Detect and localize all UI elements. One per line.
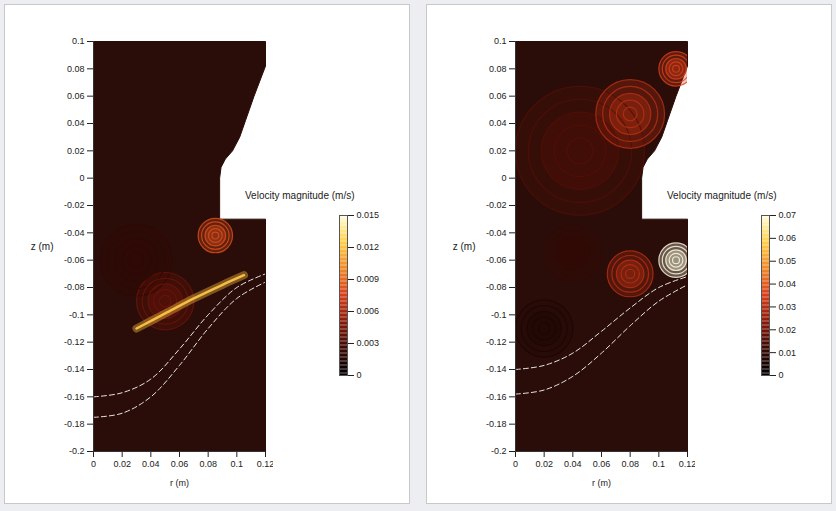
svg-text:0.05: 0.05: [779, 256, 797, 266]
svg-text:-0.16: -0.16: [64, 392, 85, 402]
svg-text:-0.16: -0.16: [486, 392, 507, 402]
svg-text:0.1: 0.1: [72, 36, 85, 46]
svg-text:-0.1: -0.1: [491, 310, 507, 320]
svg-text:-0.02: -0.02: [64, 200, 85, 210]
svg-text:-0.04: -0.04: [64, 228, 85, 238]
html-text:Velocity magnitude (m/s): Velocity magnitude (m/s): [245, 190, 355, 201]
svg-text:-0.08: -0.08: [486, 282, 507, 292]
svg-text:-0.18: -0.18: [486, 419, 507, 429]
svg-text:r (m): r (m): [170, 478, 189, 488]
svg-text:0.02: 0.02: [779, 325, 797, 335]
svg-text:0.07: 0.07: [779, 210, 797, 220]
svg-text:-0.06: -0.06: [486, 255, 507, 265]
svg-text:-0.12: -0.12: [64, 337, 85, 347]
svg-text:0.009: 0.009: [357, 274, 380, 284]
svg-text:0: 0: [779, 370, 784, 380]
svg-text:0.12: 0.12: [679, 459, 695, 469]
svg-text:-0.1: -0.1: [69, 310, 85, 320]
svg-text:-0.04: -0.04: [486, 228, 507, 238]
svg-text:0: 0: [501, 173, 506, 183]
svg-text:0.1: 0.1: [494, 36, 507, 46]
svg-text:0.08: 0.08: [67, 64, 85, 74]
svg-text:0.06: 0.06: [593, 459, 611, 469]
svg-text:0.02: 0.02: [67, 146, 85, 156]
svg-text:-0.08: -0.08: [64, 282, 85, 292]
svg-text:-0.18: -0.18: [64, 419, 85, 429]
svg-text:0.08: 0.08: [199, 459, 217, 469]
svg-text:-0.12: -0.12: [486, 337, 507, 347]
svg-text:0.003: 0.003: [357, 338, 380, 348]
svg-text:0: 0: [513, 459, 518, 469]
svg-text:0.1: 0.1: [653, 459, 666, 469]
svg-text:0.015: 0.015: [357, 210, 380, 220]
svg-text:0.1: 0.1: [231, 459, 244, 469]
svg-text:0.04: 0.04: [779, 279, 797, 289]
svg-text:0.06: 0.06: [171, 459, 189, 469]
svg-text:0.06: 0.06: [779, 233, 797, 243]
svg-text:0.01: 0.01: [779, 348, 797, 358]
svg-text:-0.02: -0.02: [486, 200, 507, 210]
svg-text:0.06: 0.06: [489, 91, 507, 101]
svg-text:0.02: 0.02: [113, 459, 131, 469]
svg-text:-0.2: -0.2: [69, 446, 85, 456]
svg-text:0.006: 0.006: [357, 306, 380, 316]
svg-text:0: 0: [91, 459, 96, 469]
svg-text:-0.2: -0.2: [491, 446, 507, 456]
svg-text:0.04: 0.04: [489, 118, 507, 128]
svg-text:-0.06: -0.06: [64, 255, 85, 265]
svg-text:0.12: 0.12: [257, 459, 273, 469]
svg-text:0.02: 0.02: [489, 146, 507, 156]
svg-text:0.04: 0.04: [67, 118, 85, 128]
svg-text:-0.14: -0.14: [486, 364, 507, 374]
svg-text:0.012: 0.012: [357, 242, 380, 252]
svg-text:0.06: 0.06: [67, 91, 85, 101]
svg-text:0.08: 0.08: [489, 64, 507, 74]
svg-text:0.03: 0.03: [779, 302, 797, 312]
svg-text:z (m): z (m): [453, 241, 476, 252]
svg-text:-0.14: -0.14: [64, 364, 85, 374]
svg-text:r (m): r (m): [592, 478, 611, 488]
svg-text:0.08: 0.08: [621, 459, 639, 469]
svg-text:0: 0: [357, 370, 362, 380]
svg-text:0: 0: [79, 173, 84, 183]
html-text:Velocity magnitude (m/s): Velocity magnitude (m/s): [667, 190, 777, 201]
svg-text:z (m): z (m): [31, 241, 54, 252]
svg-text:0.04: 0.04: [564, 459, 582, 469]
svg-text:0.04: 0.04: [142, 459, 160, 469]
svg-text:0.02: 0.02: [535, 459, 553, 469]
